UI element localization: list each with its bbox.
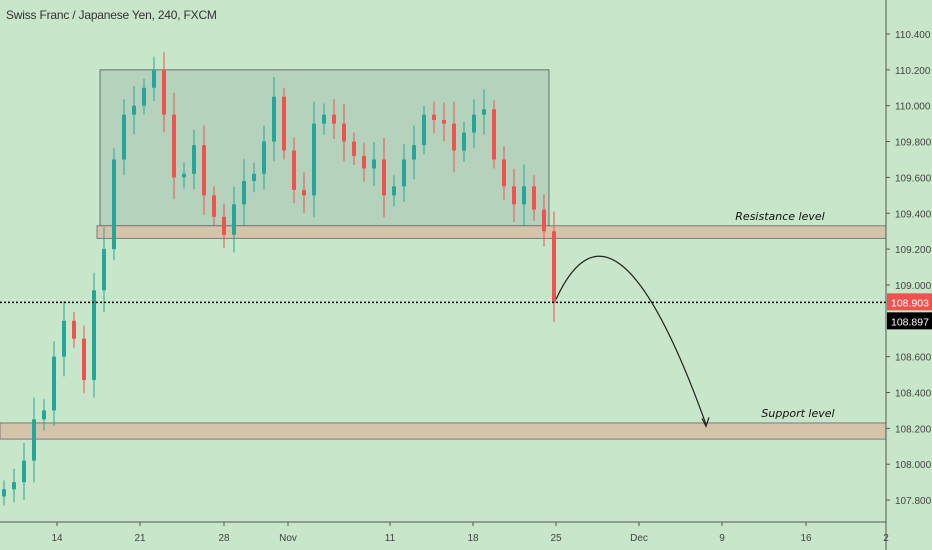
resistance-zone <box>96 225 887 239</box>
time-tick-label: Nov <box>279 533 297 544</box>
price-tick-label: 108.400 <box>895 389 932 400</box>
candle <box>172 114 176 178</box>
candle <box>532 186 536 210</box>
candle <box>102 249 106 291</box>
candle <box>382 159 386 196</box>
candle <box>542 209 546 232</box>
price-tick-label: 109.200 <box>895 245 932 256</box>
candle <box>72 320 76 339</box>
range-box <box>99 69 550 227</box>
resistance-label: Resistance level <box>735 210 824 223</box>
projection-arrow <box>555 255 707 425</box>
time-tick-label: Dec <box>630 533 648 544</box>
price-tick-label: 110.400 <box>895 30 931 41</box>
time-tick-label: 28 <box>218 533 230 544</box>
time-tick-label: 18 <box>467 533 479 544</box>
candle <box>322 114 326 124</box>
candle <box>2 489 6 497</box>
price-tick-label: 108.200 <box>895 424 932 435</box>
candle <box>162 69 166 115</box>
crosshair-price-tag-label: 108.897 <box>891 316 929 328</box>
candle <box>262 141 266 174</box>
candle <box>192 145 196 174</box>
candle <box>292 150 296 190</box>
candle <box>422 114 426 146</box>
candle <box>522 186 526 205</box>
last-price-tag <box>887 293 932 311</box>
time-tick-label: 14 <box>51 533 63 544</box>
candle <box>282 96 286 151</box>
candle <box>122 114 126 160</box>
candle <box>372 159 376 169</box>
candle <box>352 141 356 156</box>
candle <box>312 123 316 196</box>
candle <box>552 231 556 303</box>
candle <box>442 120 446 124</box>
candle <box>242 180 246 205</box>
time-tick-label: 21 <box>134 533 146 544</box>
candle <box>452 123 456 151</box>
price-tick-label: 107.800 <box>895 496 932 507</box>
candle <box>212 195 216 217</box>
candle <box>152 69 156 88</box>
candle <box>112 159 116 250</box>
price-tick-label: 109.600 <box>895 173 932 184</box>
candle <box>272 96 276 142</box>
candle <box>202 145 206 196</box>
arrow-head-icon <box>701 417 710 428</box>
support-label: Support level <box>761 407 834 420</box>
time-tick-label: 25 <box>550 533 562 544</box>
candle <box>482 109 486 115</box>
price-tick-label: 109.000 <box>895 281 932 292</box>
candle <box>462 132 466 151</box>
candle <box>392 186 396 196</box>
time-tick-label: 2 <box>883 533 889 544</box>
candle <box>12 482 16 490</box>
candle <box>232 204 236 235</box>
time-tick-label: 11 <box>385 533 396 544</box>
price-tick-label: 109.800 <box>895 138 932 149</box>
candle <box>402 159 406 187</box>
time-tick-label: 16 <box>800 533 812 544</box>
candle <box>412 145 416 160</box>
candle <box>222 216 226 235</box>
candle <box>252 173 256 181</box>
crosshair-price-tag <box>887 312 932 330</box>
price-tick-label: 110.000 <box>895 102 931 113</box>
candle <box>362 155 366 169</box>
candle <box>42 410 46 420</box>
candle <box>432 114 436 121</box>
candle <box>512 186 516 205</box>
candle <box>342 123 346 142</box>
candle <box>92 290 96 380</box>
time-tick-label: 9 <box>719 533 725 544</box>
candle <box>32 419 36 461</box>
last-price-tag-label: 108.903 <box>891 297 929 309</box>
price-tick-label: 108.600 <box>895 353 932 364</box>
candle <box>302 189 306 196</box>
chart-title: Swiss Franc / Japanese Yen, 240, FXCM <box>6 8 217 22</box>
candle <box>142 87 146 106</box>
price-tick-label: 108.000 <box>895 460 932 471</box>
price-tick-label: 110.200 <box>895 66 931 77</box>
candle <box>22 460 26 483</box>
price-tick-label: 109.400 <box>895 209 932 220</box>
candle <box>182 173 186 178</box>
candle <box>332 114 336 124</box>
candle <box>472 114 476 133</box>
candle <box>82 338 86 380</box>
candle <box>492 109 496 160</box>
candle <box>132 105 136 115</box>
support-zone <box>0 422 887 440</box>
candle <box>62 320 66 357</box>
candle <box>52 356 56 411</box>
candle <box>502 159 506 187</box>
